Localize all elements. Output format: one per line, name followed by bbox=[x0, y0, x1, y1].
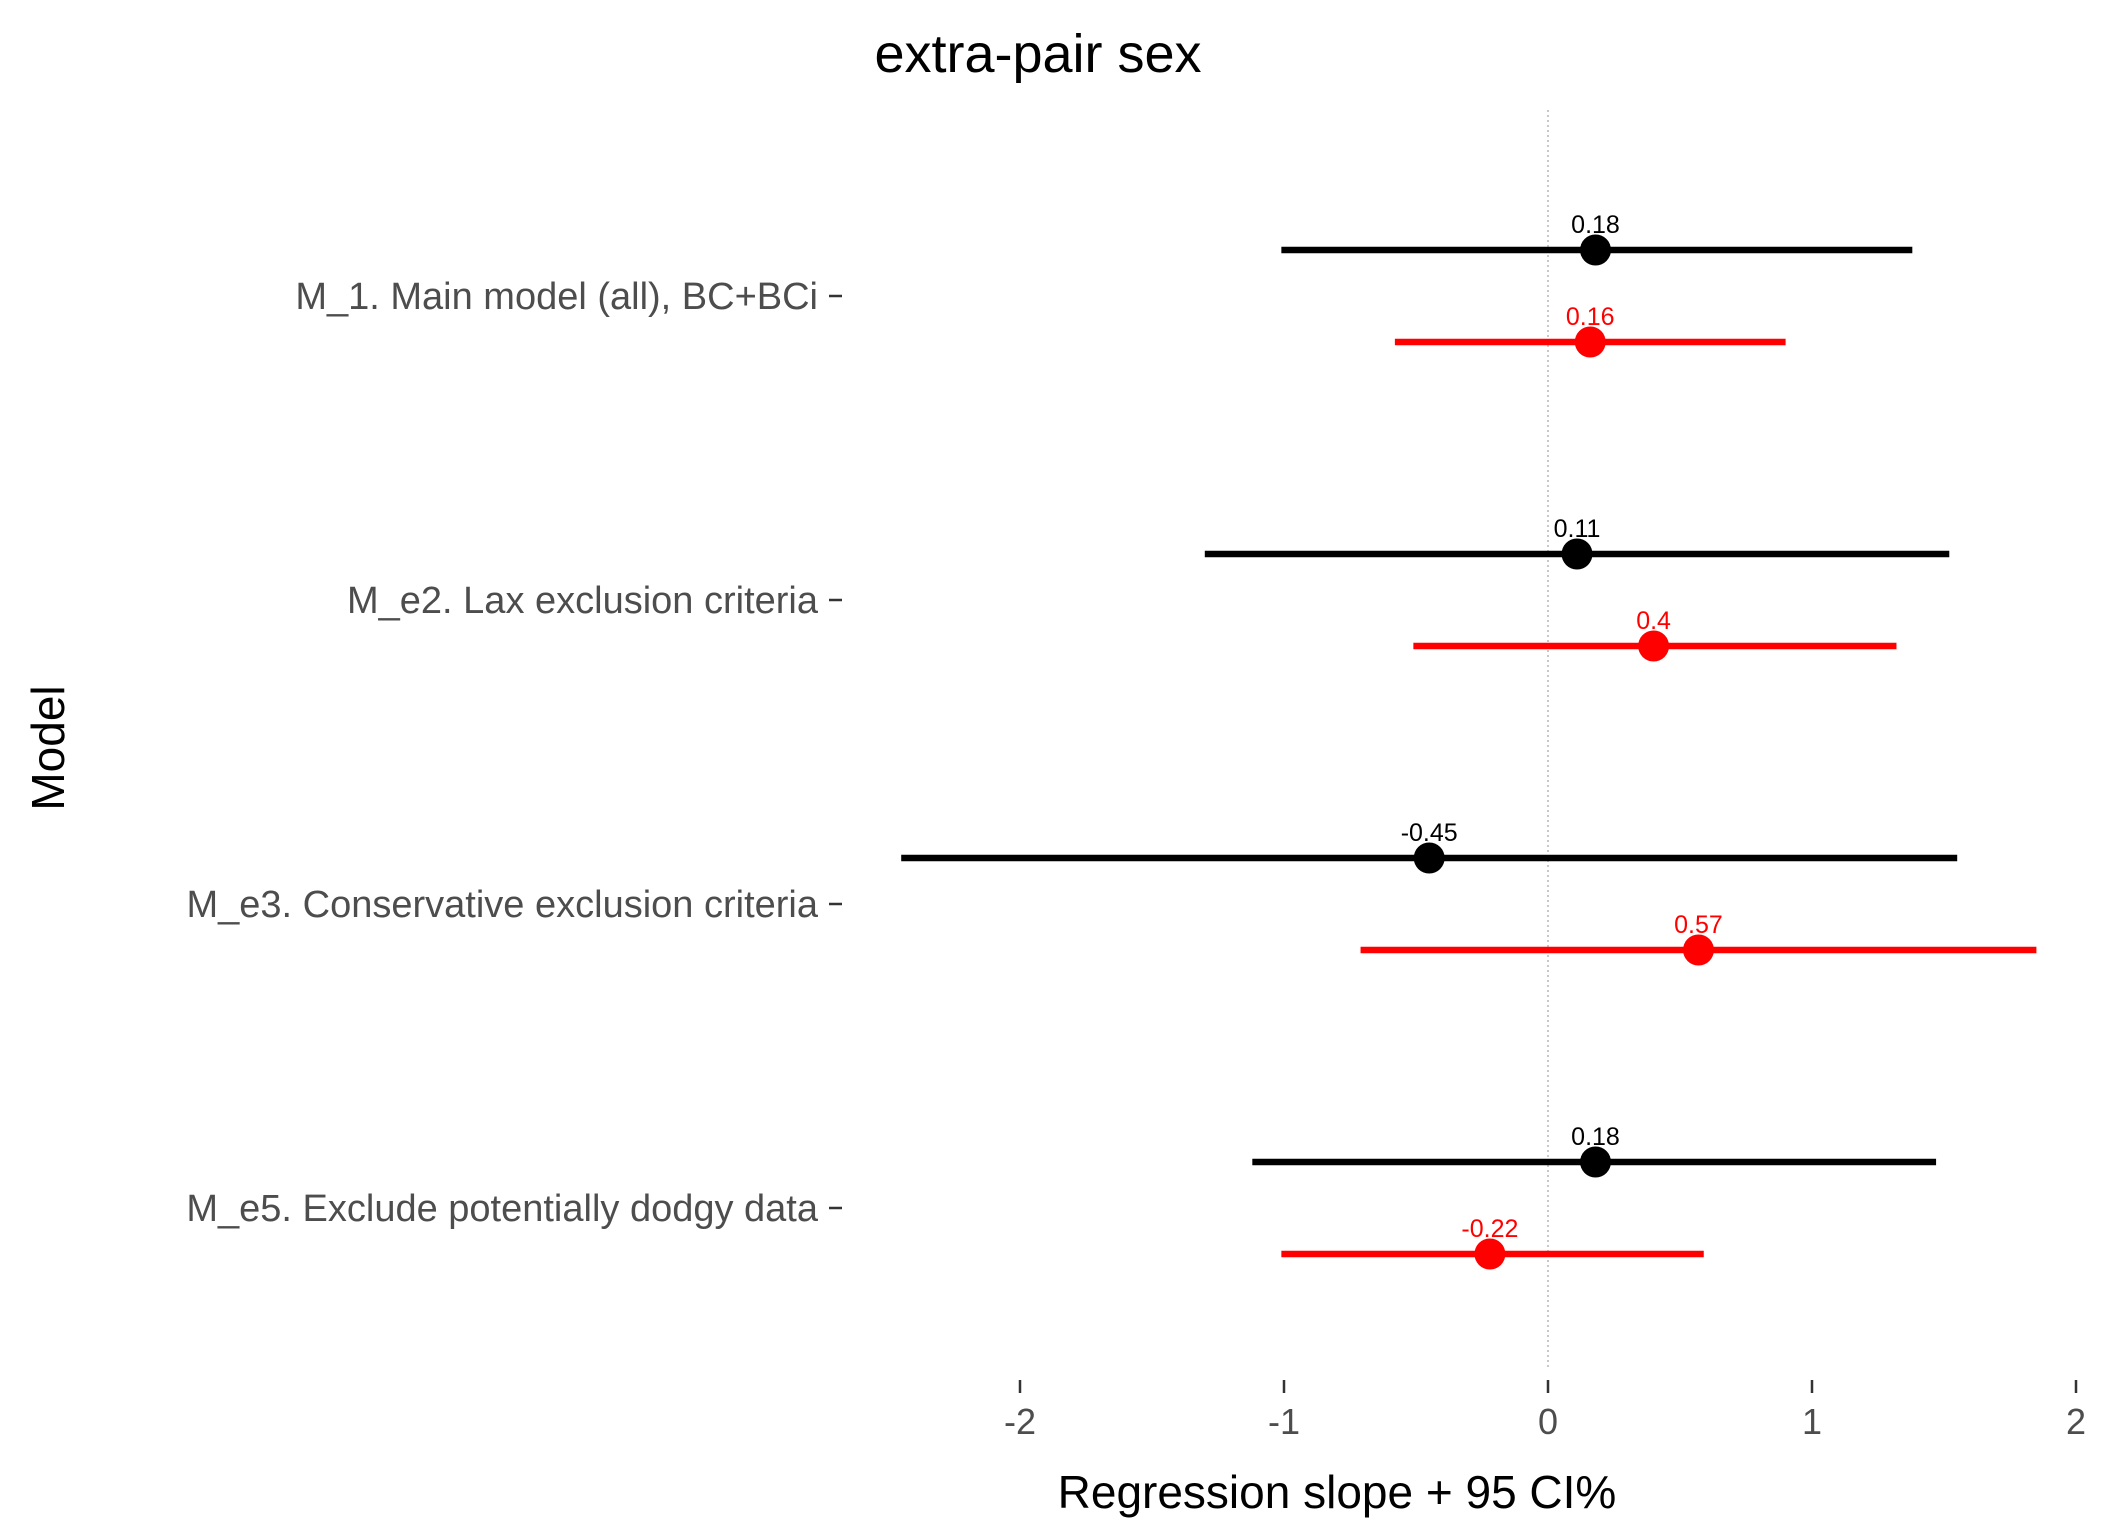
data-label: 0.18 bbox=[1571, 1123, 1620, 1151]
y-category-label: M_e5. Exclude potentially dodgy data bbox=[186, 1188, 819, 1230]
point-estimate bbox=[1580, 1146, 1612, 1178]
data-label: -0.45 bbox=[1401, 819, 1458, 847]
y-category-label: M_1. Main model (all), BC+BCi bbox=[295, 276, 818, 318]
x-tick-label: -2 bbox=[1004, 1401, 1036, 1442]
point-estimate bbox=[1682, 934, 1714, 966]
point-estimate bbox=[1574, 326, 1606, 358]
point-estimate bbox=[1474, 1238, 1506, 1270]
x-tick-label: -1 bbox=[1268, 1401, 1300, 1442]
point-estimate bbox=[1413, 842, 1445, 874]
point-estimate bbox=[1561, 538, 1593, 570]
y-axis-title: Model bbox=[22, 685, 74, 810]
point-estimate bbox=[1580, 234, 1612, 266]
data-label: 0.11 bbox=[1554, 515, 1601, 543]
data-label: 0.57 bbox=[1674, 911, 1723, 939]
x-tick-label: 1 bbox=[1802, 1401, 1822, 1442]
plot-area: -2 -1 0 1 2 M_1. Main model (all), BC+BCi M_e2… bbox=[186, 110, 2086, 1442]
data-label: 0.4 bbox=[1636, 607, 1671, 635]
data-label: 0.18 bbox=[1571, 211, 1620, 239]
x-axis-title: Regression slope + 95 CI% bbox=[1058, 1466, 1617, 1518]
x-tick-label: 2 bbox=[2066, 1401, 2086, 1442]
x-tick-label: 0 bbox=[1538, 1401, 1558, 1442]
y-category-label: M_e3. Conservative exclusion criteria bbox=[187, 884, 819, 926]
y-category-label: M_e2. Lax exclusion criteria bbox=[347, 580, 819, 622]
data-label: 0.16 bbox=[1566, 303, 1615, 331]
data-label: -0.22 bbox=[1461, 1215, 1518, 1243]
point-estimate bbox=[1638, 630, 1670, 662]
chart-title: extra-pair sex bbox=[874, 24, 1201, 84]
